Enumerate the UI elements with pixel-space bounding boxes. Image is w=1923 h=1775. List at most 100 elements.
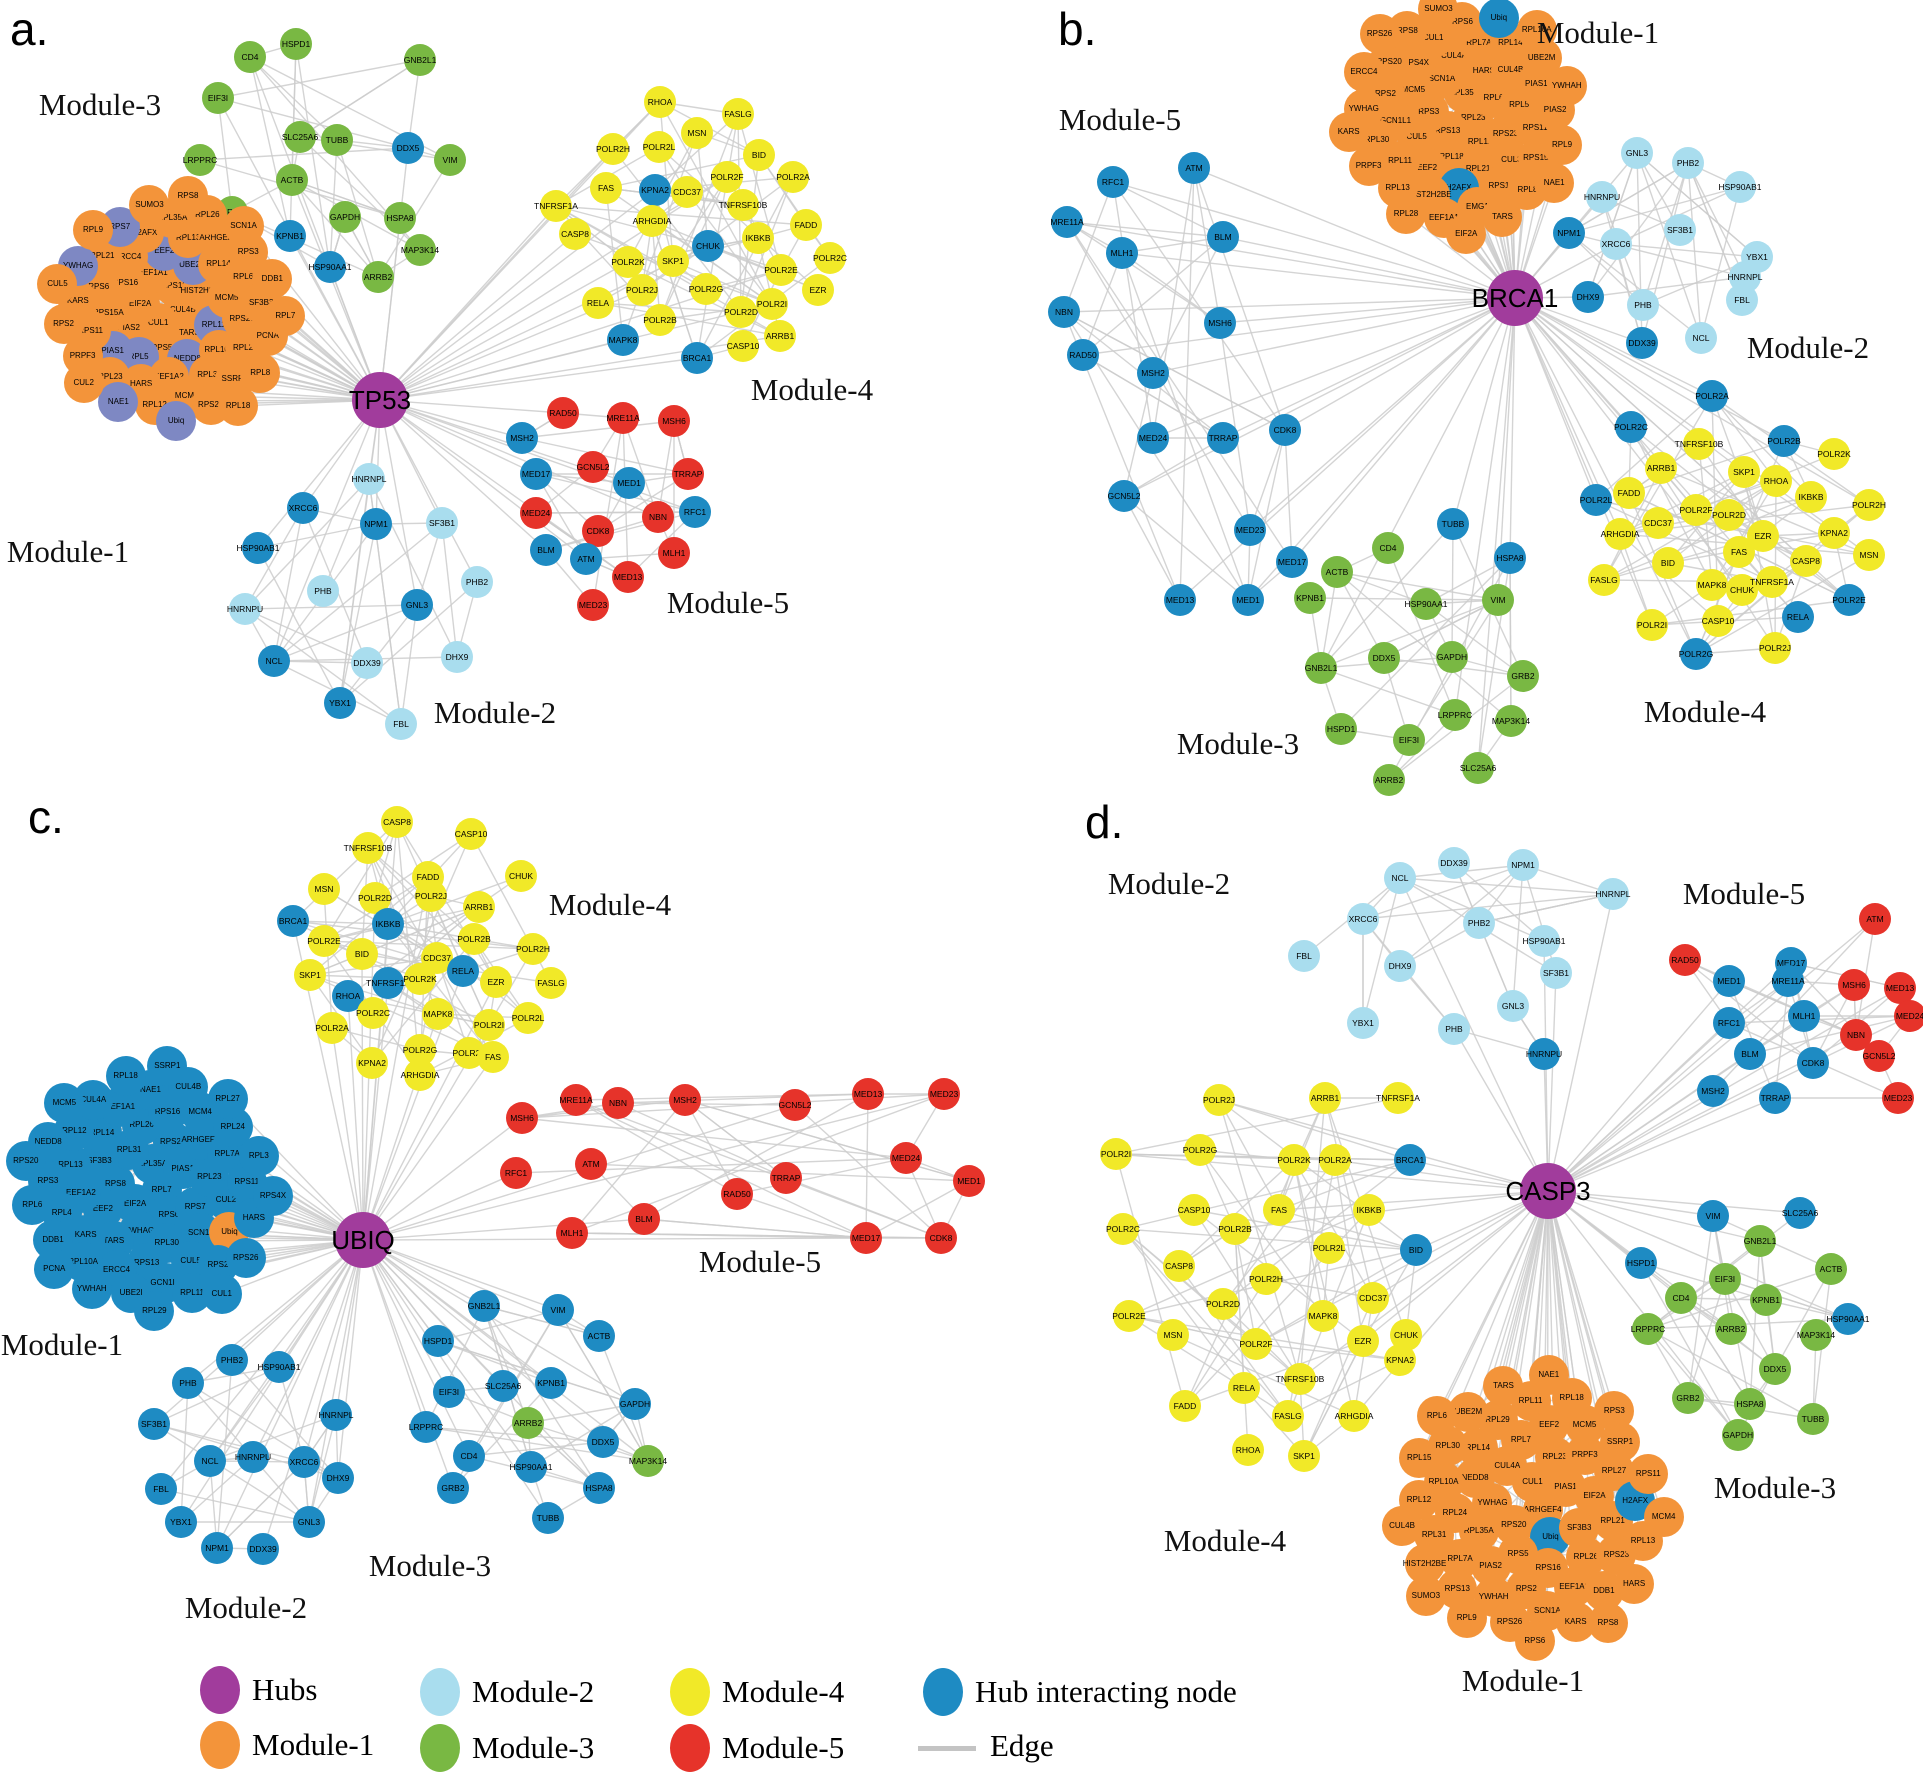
node-PHB2[interactable]: PHB2 — [216, 1344, 248, 1376]
node-YWHAH[interactable]: YWHAH — [1546, 65, 1587, 106]
node-POLR2K[interactable]: POLR2K — [403, 963, 437, 995]
node-GCN5L2[interactable]: GCN5L2 — [778, 1089, 812, 1121]
node-RAD50[interactable]: RAD50 — [1067, 339, 1099, 371]
node-NAE1[interactable]: NAE1 — [1528, 1355, 1569, 1396]
node-HSPD1[interactable]: HSPD1 — [422, 1325, 454, 1357]
node-POLR2L[interactable]: POLR2L — [1580, 484, 1612, 516]
node-PHB2[interactable]: PHB2 — [1463, 907, 1495, 939]
node-POLR2A[interactable]: POLR2A — [1695, 380, 1729, 412]
node-ERCC4[interactable]: ERCC4 — [1343, 51, 1384, 92]
node-MSN[interactable]: MSN — [681, 117, 713, 149]
node-HSP90AB1[interactable]: HSP90AB1 — [258, 1351, 301, 1383]
node-POLR2F[interactable]: POLR2F — [710, 161, 744, 193]
node-RPL29[interactable]: RPL29 — [134, 1290, 175, 1331]
node-MRE11A[interactable]: MRE11A — [1771, 965, 1805, 997]
node-POLR2H[interactable]: POLR2H — [1249, 1263, 1283, 1295]
node-DDX5[interactable]: DDX5 — [392, 132, 424, 164]
node-FAS[interactable]: FAS — [1723, 536, 1755, 568]
node-MLH1[interactable]: MLH1 — [1106, 237, 1138, 269]
node-GNL3[interactable]: GNL3 — [1621, 137, 1653, 169]
node-HSP90AA1[interactable]: HSP90AA1 — [1827, 1303, 1870, 1335]
node-ACTB[interactable]: ACTB — [1815, 1253, 1847, 1285]
node-POLR2J[interactable]: POLR2J — [1203, 1084, 1235, 1116]
node-NAE1[interactable]: NAE1 — [1534, 163, 1575, 204]
node-Ubiq[interactable]: Ubiq — [1478, 0, 1519, 39]
node-KARS[interactable]: KARS — [1328, 112, 1369, 153]
node-GCN5L2[interactable]: GCN5L2 — [1862, 1040, 1896, 1072]
node-MAP3K14[interactable]: MAP3K14 — [1797, 1319, 1835, 1351]
node-MSN[interactable]: MSN — [1853, 539, 1885, 571]
hub-node-BRCA1[interactable]: BRCA1 — [1472, 270, 1558, 326]
node-DDX39[interactable]: DDX39 — [247, 1533, 279, 1565]
node-HNRNPL[interactable]: HNRNPL — [352, 463, 386, 495]
node-MED17[interactable]: MED17 — [520, 458, 552, 490]
node-NBN[interactable]: NBN — [1840, 1019, 1872, 1051]
node-MED13[interactable]: MED13 — [1164, 584, 1196, 616]
node-HSPA8[interactable]: HSPA8 — [384, 202, 416, 234]
node-PHB2[interactable]: PHB2 — [1672, 147, 1704, 179]
node-XRCC6[interactable]: XRCC6 — [287, 492, 319, 524]
node-FBL[interactable]: FBL — [385, 708, 417, 740]
node-POLR2A[interactable]: POLR2A — [1318, 1144, 1352, 1176]
node-MED23[interactable]: MED23 — [1234, 514, 1266, 546]
node-PHB2[interactable]: PHB2 — [461, 566, 493, 598]
node-RPS2[interactable]: RPS2 — [43, 303, 84, 344]
node-Ubiq[interactable]: Ubiq — [156, 401, 197, 442]
node-ACTB[interactable]: ACTB — [583, 1320, 615, 1352]
node-FASLG[interactable]: FASLG — [535, 967, 567, 999]
node-POLR2H[interactable]: POLR2H — [516, 933, 550, 965]
node-CUL5[interactable]: CUL5 — [37, 263, 78, 304]
node-POLR2F[interactable]: POLR2F — [1239, 1328, 1273, 1360]
node-HSP90AA1[interactable]: HSP90AA1 — [510, 1451, 553, 1483]
node-POLR2H[interactable]: POLR2H — [1852, 489, 1886, 521]
node-BRCA1[interactable]: BRCA1 — [1394, 1144, 1426, 1176]
node-POLR2E[interactable]: POLR2E — [1832, 584, 1866, 616]
node-CASP8[interactable]: CASP8 — [1163, 1250, 1195, 1282]
node-GNB2L1[interactable]: GNB2L1 — [404, 44, 436, 76]
node-RAD50[interactable]: RAD50 — [721, 1178, 753, 1210]
node-MSH6[interactable]: MSH6 — [1204, 307, 1236, 339]
node-POLR2C[interactable]: POLR2C — [1614, 411, 1648, 443]
node-GNB2L1[interactable]: GNB2L1 — [468, 1290, 500, 1322]
node-ARRB2[interactable]: ARRB2 — [512, 1407, 544, 1439]
node-MAPK8[interactable]: MAPK8 — [1696, 569, 1728, 601]
node-BLM[interactable]: BLM — [530, 534, 562, 566]
node-RFC1[interactable]: RFC1 — [1097, 166, 1129, 198]
node-ATM[interactable]: ATM — [1859, 903, 1891, 935]
node-RELA[interactable]: RELA — [1782, 601, 1814, 633]
hub-node-TP53[interactable]: TP53 — [349, 372, 411, 428]
node-ATM[interactable]: ATM — [575, 1148, 607, 1180]
node-RELA[interactable]: RELA — [1228, 1372, 1260, 1404]
node-TARS[interactable]: TARS — [1482, 197, 1523, 238]
node-NCL[interactable]: NCL — [1384, 862, 1416, 894]
node-XRCC6[interactable]: XRCC6 — [1347, 903, 1379, 935]
node-SF3B1[interactable]: SF3B1 — [1664, 214, 1696, 246]
node-GRB2[interactable]: GRB2 — [437, 1472, 469, 1504]
node-MED1[interactable]: MED1 — [1232, 584, 1264, 616]
node-RPS20[interactable]: RPS20 — [5, 1141, 46, 1182]
node-POLR2E[interactable]: POLR2E — [307, 925, 341, 957]
node-FAS[interactable]: FAS — [477, 1041, 509, 1073]
node-XRCC6[interactable]: XRCC6 — [288, 1446, 320, 1478]
node-RPL11[interactable]: RPL11 — [172, 1273, 213, 1314]
node-RPS8[interactable]: RPS8 — [1587, 1603, 1628, 1644]
node-DDX39[interactable]: DDX39 — [351, 647, 383, 679]
node-NBN[interactable]: NBN — [1048, 296, 1080, 328]
node-FADD[interactable]: FADD — [1613, 477, 1645, 509]
node-CDK8[interactable]: CDK8 — [1797, 1047, 1829, 1079]
node-IKBKB[interactable]: IKBKB — [742, 222, 774, 254]
node-MED1[interactable]: MED1 — [613, 467, 645, 499]
node-FBL[interactable]: FBL — [145, 1473, 177, 1505]
node-MAPK8[interactable]: MAPK8 — [1307, 1300, 1339, 1332]
node-RPL3[interactable]: RPL3 — [238, 1136, 279, 1177]
node-MSN[interactable]: MSN — [308, 873, 340, 905]
node-MAP3K14[interactable]: MAP3K14 — [629, 1445, 667, 1477]
node-MCM5[interactable]: MCM5 — [44, 1083, 85, 1124]
node-MAP3K14[interactable]: MAP3K14 — [401, 234, 439, 266]
node-BLM[interactable]: BLM — [1207, 221, 1239, 253]
node-BLM[interactable]: BLM — [628, 1203, 660, 1235]
node-MRE11A[interactable]: MRE11A — [559, 1084, 593, 1116]
node-KPNB1[interactable]: KPNB1 — [1750, 1284, 1782, 1316]
node-GNL3[interactable]: GNL3 — [293, 1506, 325, 1538]
node-MLH1[interactable]: MLH1 — [658, 537, 690, 569]
